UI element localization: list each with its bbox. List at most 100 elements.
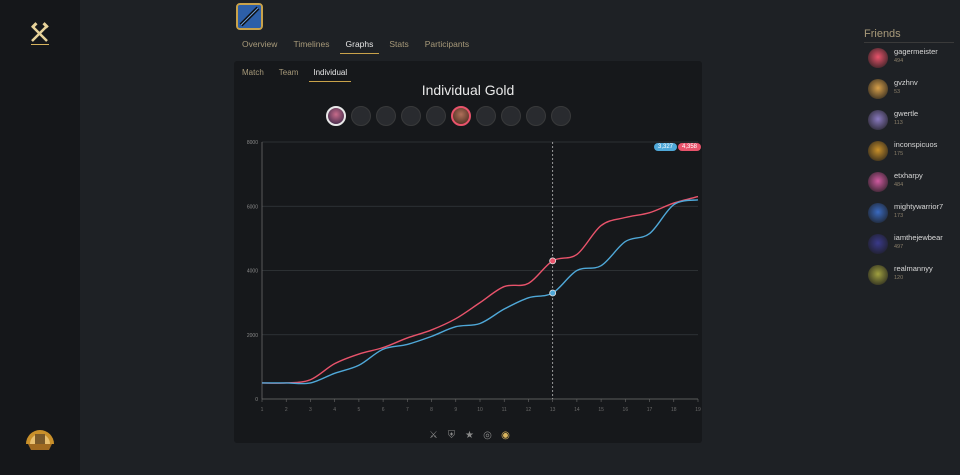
- x-tick-label: 11: [502, 407, 507, 413]
- friend-item[interactable]: iamthejewbear 497: [868, 232, 960, 256]
- friend-item[interactable]: mightywarrior7 173: [868, 201, 960, 225]
- champion-option-10[interactable]: [551, 106, 571, 126]
- hover-point-blue: [549, 289, 557, 297]
- x-tick-label: 4: [333, 407, 336, 413]
- sub-tab-team[interactable]: Team: [278, 68, 299, 77]
- sub-tab-match[interactable]: Match: [242, 68, 264, 77]
- friend-name: etxharpy: [894, 171, 923, 180]
- y-tick-label: 0: [255, 397, 258, 403]
- graph-panel: Match Team Individual Individual Gold 0 2…: [234, 61, 702, 443]
- champion-selector: [326, 106, 626, 128]
- tab-participants[interactable]: Participants: [424, 39, 470, 49]
- graph-sub-tabs: Match Team Individual: [238, 65, 358, 82]
- x-tick-label: 16: [623, 407, 629, 413]
- x-tick-label: 2: [285, 407, 288, 413]
- friend-level: 173: [894, 213, 904, 219]
- chart-title: Individual Gold: [421, 82, 515, 98]
- y-tick-label: 2000: [247, 333, 258, 339]
- friend-level: 175: [894, 151, 904, 157]
- friend-avatar: [868, 141, 888, 161]
- x-tick-label: 15: [598, 407, 604, 413]
- friend-name: gvzhnv: [894, 78, 918, 87]
- friend-avatar: [868, 203, 888, 223]
- x-tick-label: 7: [406, 407, 409, 413]
- champion-option-1[interactable]: [326, 106, 346, 126]
- champion-option-6[interactable]: [451, 106, 471, 126]
- friend-level: 53: [894, 89, 901, 95]
- hover-point-red: [549, 257, 557, 265]
- friend-level: 484: [894, 182, 904, 188]
- series-line-red: [261, 195, 699, 384]
- friend-item[interactable]: gwertle 113: [868, 108, 960, 132]
- series-line-blue: [261, 199, 699, 385]
- y-tick-label: 4000: [247, 269, 258, 275]
- friend-level: 113: [894, 120, 903, 126]
- friends-title: Friends: [864, 28, 901, 40]
- friend-level: 120: [894, 275, 904, 281]
- target-icon[interactable]: ◎: [483, 430, 492, 441]
- friend-avatar: [868, 79, 888, 99]
- friend-avatar: [868, 48, 888, 68]
- x-tick-label: 3: [309, 407, 312, 413]
- x-tick-label: 17: [647, 407, 653, 413]
- legend-red-value: 4,358: [678, 143, 702, 151]
- x-tick-label: 6: [382, 407, 385, 413]
- tab-overview[interactable]: Overview: [242, 39, 278, 49]
- y-tick-label: 6000: [247, 204, 258, 210]
- x-tick-label: 5: [357, 407, 360, 413]
- champion-option-3[interactable]: [376, 106, 396, 126]
- logo-active-indicator: [31, 44, 49, 45]
- graph-type-selector: ⚔ ⛨ ★ ◎ ◉: [427, 429, 512, 442]
- friends-divider: [864, 42, 954, 43]
- y-tick-label: 8000: [247, 140, 258, 146]
- champion-option-8[interactable]: [501, 106, 521, 126]
- tab-graphs[interactable]: Graphs: [339, 36, 380, 54]
- friend-avatar: [868, 265, 888, 285]
- champion-option-2[interactable]: [351, 106, 371, 126]
- friend-avatar: [868, 234, 888, 254]
- friend-name: mightywarrior7: [894, 202, 944, 211]
- champion-option-4[interactable]: [401, 106, 421, 126]
- x-tick-label: 13: [550, 407, 556, 413]
- x-tick-label: 19: [695, 407, 701, 413]
- tab-timelines[interactable]: Timelines: [293, 39, 330, 49]
- champion-option-5[interactable]: [426, 106, 446, 126]
- crossed-swords-logo-icon[interactable]: [27, 21, 53, 47]
- match-nav-tabs: Overview Timelines Graphs Stats Particip…: [236, 36, 479, 54]
- friend-avatar: [868, 110, 888, 130]
- champion-option-9[interactable]: [526, 106, 546, 126]
- friend-name: iamthejewbear: [894, 233, 943, 242]
- friend-name: inconspicuos: [894, 140, 938, 149]
- champion-portrait: [236, 3, 263, 30]
- friend-item[interactable]: gvzhnv 53: [868, 77, 960, 101]
- crossed-swords-icon[interactable]: ⚔: [429, 430, 438, 441]
- legend-blue-value: 3,327: [654, 143, 678, 151]
- gold-coin-icon[interactable]: ◉: [501, 430, 510, 441]
- friend-name: gagermeister: [894, 47, 938, 56]
- friend-item[interactable]: etxharpy 484: [868, 170, 960, 194]
- friend-level: 494: [894, 58, 904, 64]
- friend-item[interactable]: gagermeister 494: [868, 46, 960, 70]
- x-tick-label: 9: [454, 407, 457, 413]
- x-tick-label: 12: [526, 407, 532, 413]
- rank-emblem-icon[interactable]: [23, 420, 57, 452]
- x-tick-label: 1: [261, 407, 264, 413]
- x-tick-label: 8: [430, 407, 433, 413]
- left-sidebar: [0, 0, 80, 475]
- friend-avatar: [868, 172, 888, 192]
- sub-tab-individual[interactable]: Individual: [309, 65, 352, 82]
- x-tick-label: 10: [477, 407, 483, 413]
- star-icon[interactable]: ★: [465, 430, 474, 441]
- champion-option-7[interactable]: [476, 106, 496, 126]
- x-tick-label: 18: [671, 407, 677, 413]
- friend-level: 497: [894, 244, 904, 250]
- shield-icon[interactable]: ⛨: [447, 430, 456, 441]
- friend-item[interactable]: realmannyy 120: [868, 263, 960, 287]
- friend-item[interactable]: inconspicuos 175: [868, 139, 960, 163]
- x-tick-label: 14: [574, 407, 580, 413]
- friend-name: realmannyy: [894, 264, 933, 273]
- champion-portrait-icon: [238, 5, 261, 28]
- tab-stats[interactable]: Stats: [389, 39, 409, 49]
- friend-name: gwertle: [894, 109, 919, 118]
